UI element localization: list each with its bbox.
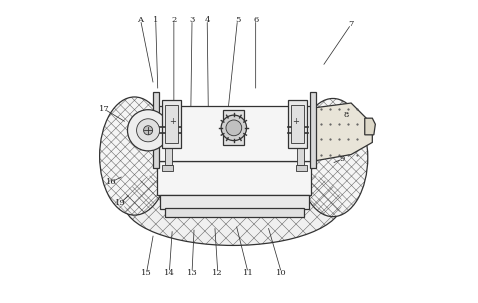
Text: 1: 1: [153, 16, 158, 24]
Text: 6: 6: [253, 16, 258, 24]
Text: 13: 13: [187, 269, 197, 277]
Bar: [165, 208, 304, 217]
Text: 9: 9: [339, 155, 345, 163]
Bar: [296, 147, 304, 165]
Ellipse shape: [99, 97, 169, 215]
Circle shape: [143, 126, 152, 135]
Text: 19: 19: [115, 199, 126, 207]
Bar: [223, 110, 244, 145]
Ellipse shape: [124, 161, 342, 245]
Text: 14: 14: [164, 269, 175, 277]
Bar: [165, 105, 178, 143]
Text: 10: 10: [276, 269, 287, 277]
Text: A: A: [138, 16, 143, 24]
Bar: [288, 100, 306, 148]
Text: +: +: [170, 117, 176, 126]
Bar: [152, 92, 159, 168]
Text: 2: 2: [171, 16, 176, 24]
Bar: [162, 165, 173, 171]
Bar: [163, 100, 181, 148]
Text: 3: 3: [189, 16, 195, 24]
Text: 16: 16: [107, 178, 117, 186]
Circle shape: [226, 120, 242, 136]
Bar: [296, 165, 307, 171]
Ellipse shape: [298, 98, 368, 217]
Polygon shape: [365, 118, 375, 135]
Text: 17: 17: [99, 105, 109, 113]
Text: 5: 5: [235, 16, 240, 24]
Bar: [157, 106, 311, 161]
Bar: [291, 105, 304, 143]
Bar: [165, 147, 173, 165]
Bar: [160, 195, 309, 209]
Polygon shape: [316, 103, 372, 161]
Circle shape: [137, 119, 160, 142]
Text: 7: 7: [348, 20, 354, 28]
Text: 8: 8: [344, 111, 349, 119]
Circle shape: [128, 110, 169, 151]
Text: +: +: [293, 117, 299, 126]
Text: 12: 12: [213, 269, 223, 277]
Bar: [310, 92, 316, 168]
Circle shape: [221, 115, 247, 141]
Text: 11: 11: [243, 269, 253, 277]
Bar: [157, 161, 311, 195]
Text: 15: 15: [141, 269, 152, 277]
Text: 4: 4: [205, 16, 210, 24]
